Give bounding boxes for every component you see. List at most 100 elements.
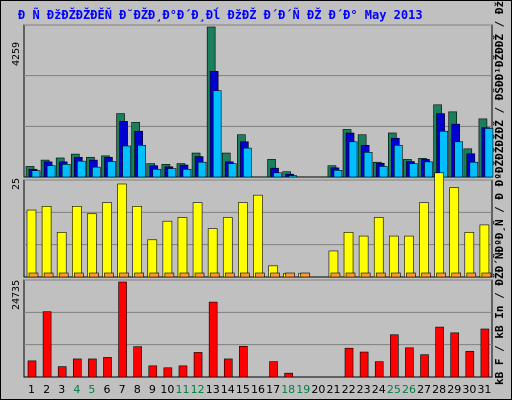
middle-sites-bar-14: [224, 272, 235, 278]
top-hits-bar-31: [484, 128, 494, 178]
x-tick-label-25: 25: [387, 383, 401, 396]
top-hits-bar-4: [76, 160, 86, 178]
top-hits-bar-29: [454, 141, 464, 178]
top-hits-bar-10: [167, 168, 177, 178]
chart-title: Ð Ñ ÐžÐŽÐŽÐĚŇ Ð˘ÐŽÐ¸Ð°Ð´Ð¸Ðĺ ÐžÐŽ Ð´Ð´Ñ …: [18, 8, 423, 22]
middle-sites-bar-26: [406, 272, 416, 278]
top-hits-bar-24: [378, 166, 388, 178]
x-tick-label-18: 18: [281, 383, 295, 396]
middle-visits-bar-23: [358, 235, 369, 278]
middle-visits-bar-24: [373, 217, 384, 278]
middle-visits-bar-28: [434, 172, 444, 278]
top-hits-bar-15: [243, 147, 252, 178]
middle-visits-bar-30: [464, 232, 475, 278]
middle-visits-bar-7: [117, 183, 127, 278]
middle-sites-bar-9: [149, 272, 160, 278]
middle-sites-bar-31: [481, 272, 492, 278]
x-tick-label-3: 3: [58, 383, 65, 396]
middle-sites-bar-24: [375, 272, 386, 278]
middle-sites-bar-2: [43, 272, 54, 278]
bottom-kbin-bar-26: [405, 347, 414, 378]
top-hits-bar-6: [107, 161, 116, 178]
middle-visits-bar-12: [192, 202, 203, 278]
middle-sites-bar-11: [179, 272, 190, 278]
middle-sites-bar-6: [104, 272, 114, 278]
top-hits-bar-12: [197, 161, 207, 178]
top-hits-bar-14: [227, 163, 237, 178]
top-panel-frame: [23, 24, 493, 178]
x-tick-label-27: 27: [417, 383, 431, 396]
middle-sites-bar-30: [466, 272, 477, 278]
middle-sites-bar-5: [89, 272, 99, 278]
top-hits-bar-11: [182, 168, 192, 178]
bottom-kbin-bar-6: [103, 357, 112, 378]
middle-sites-bar-23: [360, 272, 371, 278]
top-hits-bar-26: [409, 163, 418, 178]
top-hits-bar-13: [212, 90, 222, 178]
top-hits-bar-17: [273, 172, 282, 178]
x-tick-label-16: 16: [251, 383, 265, 396]
middle-visits-bar-27: [419, 202, 429, 278]
middle-sites-bar-28: [436, 272, 446, 278]
x-tick-label-20: 20: [311, 383, 325, 396]
x-tick-label-31: 31: [477, 383, 491, 396]
x-tick-label-26: 26: [402, 383, 416, 396]
middle-sites-bar-13: [209, 272, 220, 278]
x-tick-label-8: 8: [134, 383, 141, 396]
middle-sites-bar-15: [240, 272, 250, 278]
bottom-kbin-bar-1: [27, 360, 37, 378]
bottom-kbin-bar-13: [208, 301, 218, 378]
bottom-kbin-bar-15: [239, 345, 248, 378]
bottom-kbin-bar-3: [57, 366, 67, 378]
middle-visits-bar-13: [207, 228, 218, 278]
top-hits-bar-30: [469, 161, 479, 178]
middle-sites-bar-4: [73, 272, 84, 278]
middle-visits-bar-29: [449, 187, 460, 278]
top-hits-bar-18: [288, 175, 297, 178]
middle-sites-bar-12: [194, 272, 205, 278]
x-tick-label-24: 24: [372, 383, 386, 396]
middle-visits-bar-1: [26, 209, 37, 278]
middle-visits-bar-25: [389, 235, 399, 278]
bottom-kbin-bar-10: [163, 367, 173, 378]
middle-visits-bar-31: [479, 224, 490, 278]
bottom-kbin-bar-24: [374, 361, 384, 378]
bottom-kbin-bar-4: [72, 358, 82, 378]
middle-visits-bar-11: [177, 217, 188, 278]
bottom-panel-frame: [23, 279, 493, 378]
x-tick-label-11: 11: [176, 383, 190, 396]
x-tick-label-7: 7: [119, 383, 126, 396]
x-tick-label-6: 6: [104, 383, 111, 396]
bottom-kbin-bar-17: [269, 361, 278, 378]
x-tick-label-30: 30: [462, 383, 476, 396]
middle-sites-bar-19: [300, 272, 311, 278]
middle-sites-bar-27: [421, 272, 431, 278]
middle-visits-bar-9: [147, 239, 158, 278]
bottom-kbin-bar-18: [284, 372, 293, 378]
bottom-kbin-bar-28: [435, 326, 444, 378]
x-tick-label-4: 4: [73, 383, 80, 396]
x-tick-label-14: 14: [221, 383, 235, 396]
middle-visits-bar-8: [132, 206, 142, 278]
top-hits-bar-9: [152, 168, 162, 178]
bottom-kbin-bar-9: [148, 365, 158, 378]
middle-visits-bar-4: [71, 206, 82, 278]
middle-sites-bar-17: [270, 272, 280, 278]
middle-visits-bar-6: [102, 202, 112, 278]
bottom-kbin-bar-30: [465, 350, 475, 378]
x-tick-label-22: 22: [342, 383, 356, 396]
bottom-kbin-bar-29: [450, 332, 460, 378]
middle-sites-bar-22: [345, 272, 356, 278]
bottom-kbin-bar-25: [390, 334, 399, 378]
middle-visits-bar-15: [238, 202, 248, 278]
middle-sites-bar-21: [330, 272, 341, 278]
bottom-kbin-bar-2: [42, 311, 52, 378]
bottom-kbin-bar-7: [118, 281, 127, 378]
x-tick-label-17: 17: [266, 383, 280, 396]
middle-visits-bar-3: [56, 232, 67, 278]
x-tick-label-13: 13: [206, 383, 220, 396]
top-hits-bar-7: [122, 145, 131, 178]
x-tick-label-5: 5: [88, 383, 95, 396]
middle-sites-bar-8: [134, 272, 144, 278]
middle-sites-bar-10: [164, 272, 175, 278]
